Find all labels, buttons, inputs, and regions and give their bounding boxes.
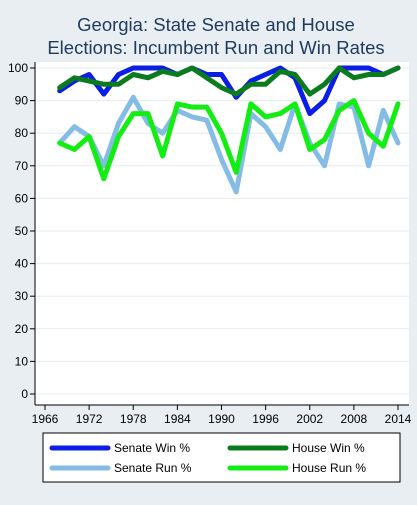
legend-label-senate-win: Senate Win %	[114, 441, 190, 455]
legend-label-senate-run: Senate Run %	[114, 461, 192, 475]
x-tick-label: 1966	[32, 412, 59, 426]
legend-label-house-run: House Run %	[292, 461, 366, 475]
series-lines	[57, 65, 401, 195]
y-tick-label: 80	[15, 126, 29, 140]
y-tick-label: 100	[8, 61, 28, 75]
y-tick-label: 0	[21, 387, 28, 401]
legend-box	[42, 432, 401, 483]
y-tick-label: 10	[15, 354, 29, 368]
x-tick-label: 1984	[164, 412, 191, 426]
x-tick-label: 2008	[341, 412, 368, 426]
chart-title-line-2: Elections: Incumbent Run and Win Rates	[47, 37, 384, 58]
series-line-house-run	[57, 98, 401, 182]
x-tick-label: 1972	[76, 412, 103, 426]
y-tick-label: 40	[15, 257, 29, 271]
y-tick-label: 30	[15, 289, 29, 303]
y-tick-label: 50	[15, 224, 29, 238]
axes: 0 10 20 30 40 50 60 70 80 90 100 1966 1972 1978 1984 19…	[8, 61, 412, 426]
y-tick-label: 20	[15, 322, 29, 336]
x-tick-label: 1978	[120, 412, 147, 426]
series-line-senate-run	[57, 94, 401, 195]
legend: Senate Win % House Win % Senate Run % House…	[42, 432, 401, 483]
series-line-house-win	[57, 65, 401, 97]
chart-title-line-1: Georgia: State Senate and House	[77, 14, 355, 35]
x-tick-label: 1996	[252, 412, 279, 426]
x-tick-label: 2014	[385, 412, 412, 426]
legend-label-house-win: House Win %	[292, 441, 365, 455]
y-tick-label: 70	[15, 159, 29, 173]
x-tick-label: 1990	[208, 412, 235, 426]
y-tick-label: 90	[15, 94, 29, 108]
x-tick-label: 2002	[296, 412, 323, 426]
plot-area	[35, 62, 409, 405]
y-tick-label: 60	[15, 191, 29, 205]
